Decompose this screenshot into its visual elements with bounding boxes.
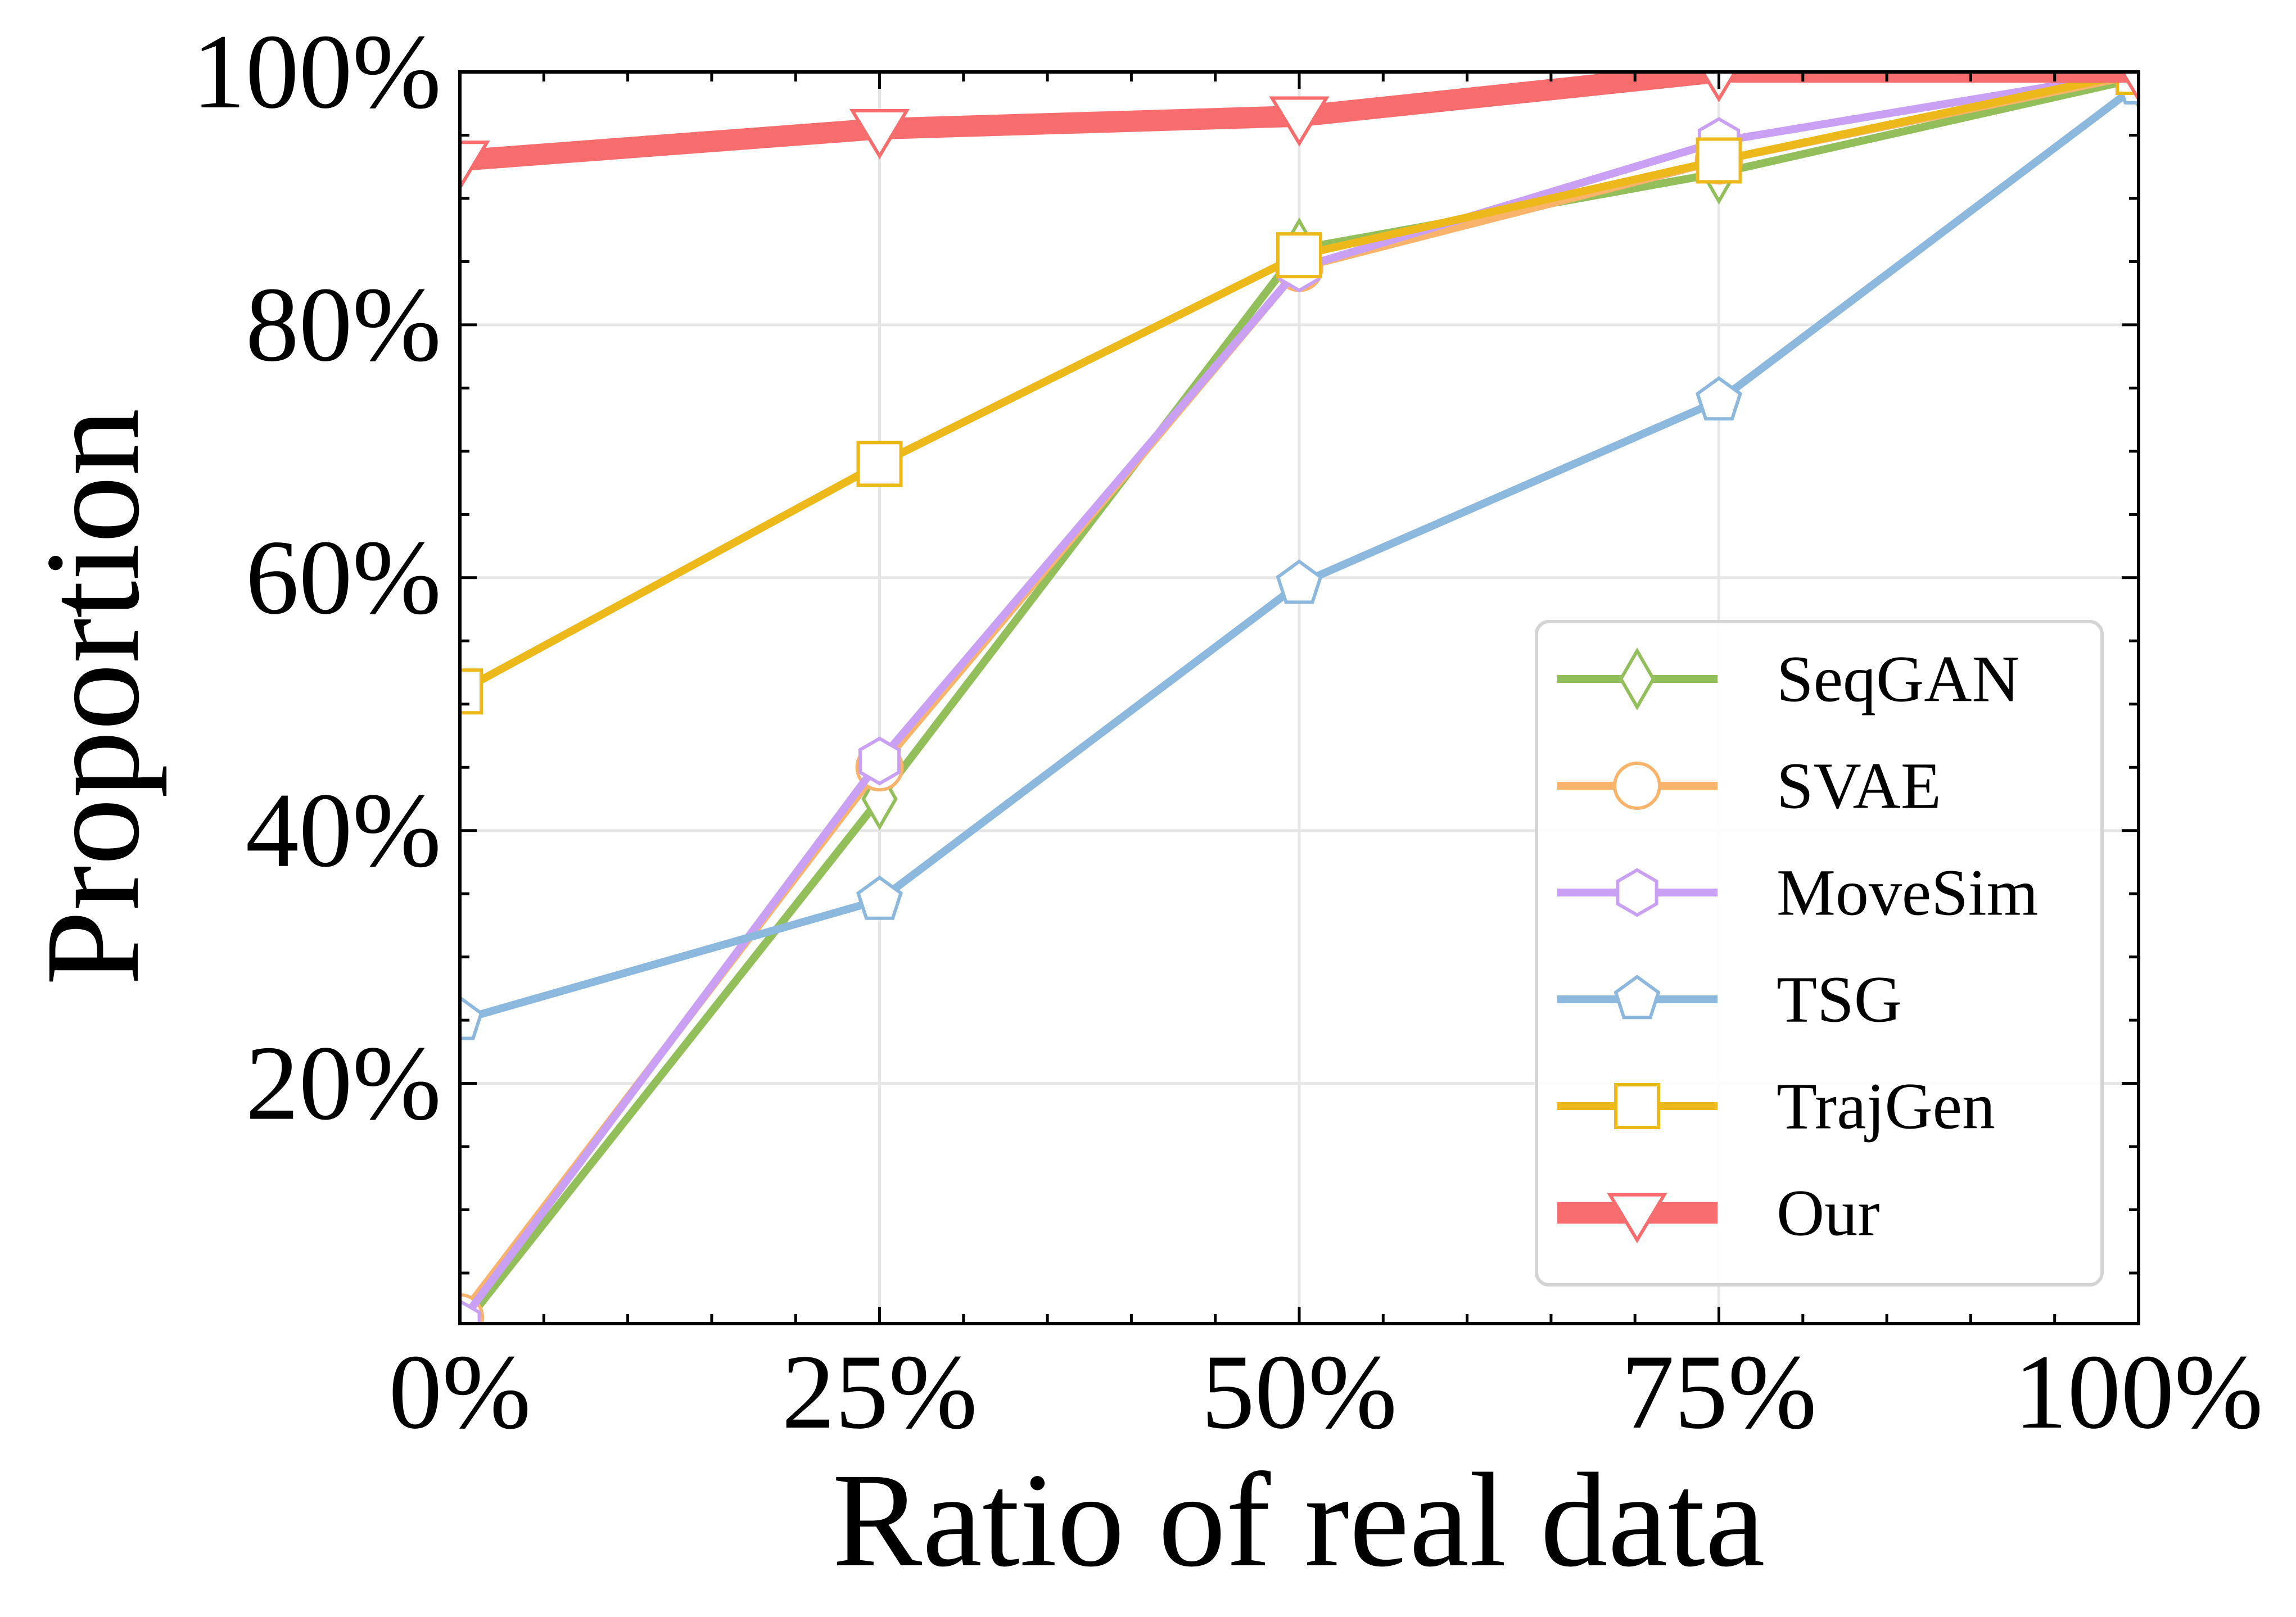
legend-item-trajgen: TrajGen (1557, 1070, 1995, 1143)
data-series (460, 72, 2139, 1324)
data-point-tsg (1276, 559, 1323, 604)
legend-item-tsg: TSG (1557, 963, 1902, 1036)
legend-item-our: Our (1557, 1176, 1880, 1250)
y-tick-label: 60% (246, 519, 441, 637)
legend-label: SVAE (1777, 749, 1941, 823)
data-point-our (1269, 96, 1330, 147)
data-point-our (460, 141, 490, 191)
x-axis-title: Ratio of real data (832, 1445, 1765, 1595)
legend-marker (1607, 1193, 1667, 1244)
legend-label: MoveSim (1777, 856, 2039, 930)
y-tick-label: 20% (246, 1025, 441, 1143)
data-point-trajgen (1276, 232, 1322, 279)
series-tsg (460, 72, 2139, 1040)
data-point-trajgen (856, 441, 903, 487)
x-tick-label: 25% (781, 1333, 977, 1451)
legend-marker (1614, 1083, 1660, 1129)
legend-marker (1613, 975, 1661, 1020)
y-tick-label: 40% (246, 772, 441, 890)
legend-item-seqgan: SeqGAN (1557, 642, 2020, 716)
legend-marker (1613, 762, 1661, 810)
legend-label: TrajGen (1777, 1070, 1995, 1143)
data-point-tsg (856, 875, 903, 920)
legend-item-svae: SVAE (1557, 749, 1941, 823)
x-tick-labels: 0% 25% 50% 75% 100% (388, 1333, 2263, 1451)
data-point-trajgen (1696, 137, 1742, 184)
x-tick-label: 0% (388, 1333, 531, 1451)
data-point-movesim (460, 1299, 481, 1324)
y-tick-label: 100% (192, 13, 441, 131)
data-point-our (849, 109, 910, 160)
series-our (460, 72, 2139, 191)
legend-marker (1619, 647, 1656, 711)
legend-label: SeqGAN (1777, 642, 2020, 716)
legend-label: Our (1777, 1176, 1880, 1250)
data-point-trajgen (460, 668, 483, 715)
axis-ticks (458, 70, 2140, 1324)
data-point-tsg (460, 995, 483, 1040)
y-tick-labels: 20% 40% 60% 80% 100% (192, 13, 441, 1143)
series-trajgen (460, 72, 2139, 715)
y-axis-title: Proportion (17, 409, 167, 986)
legend-item-movesim: MoveSim (1557, 856, 2039, 930)
y-tick-label: 80% (246, 266, 441, 384)
legend: SeqGAN SVAE MoveSim TSG TrajGen Our (1535, 620, 2104, 1287)
x-tick-label: 50% (1201, 1333, 1397, 1451)
legend-label: TSG (1777, 963, 1902, 1036)
data-point-movesim (858, 736, 901, 786)
legend-marker (1616, 868, 1658, 917)
x-tick-label: 100% (2014, 1333, 2263, 1451)
data-point-our (2120, 72, 2139, 103)
data-point-tsg (1695, 376, 1743, 421)
x-tick-label: 75% (1621, 1333, 1816, 1451)
